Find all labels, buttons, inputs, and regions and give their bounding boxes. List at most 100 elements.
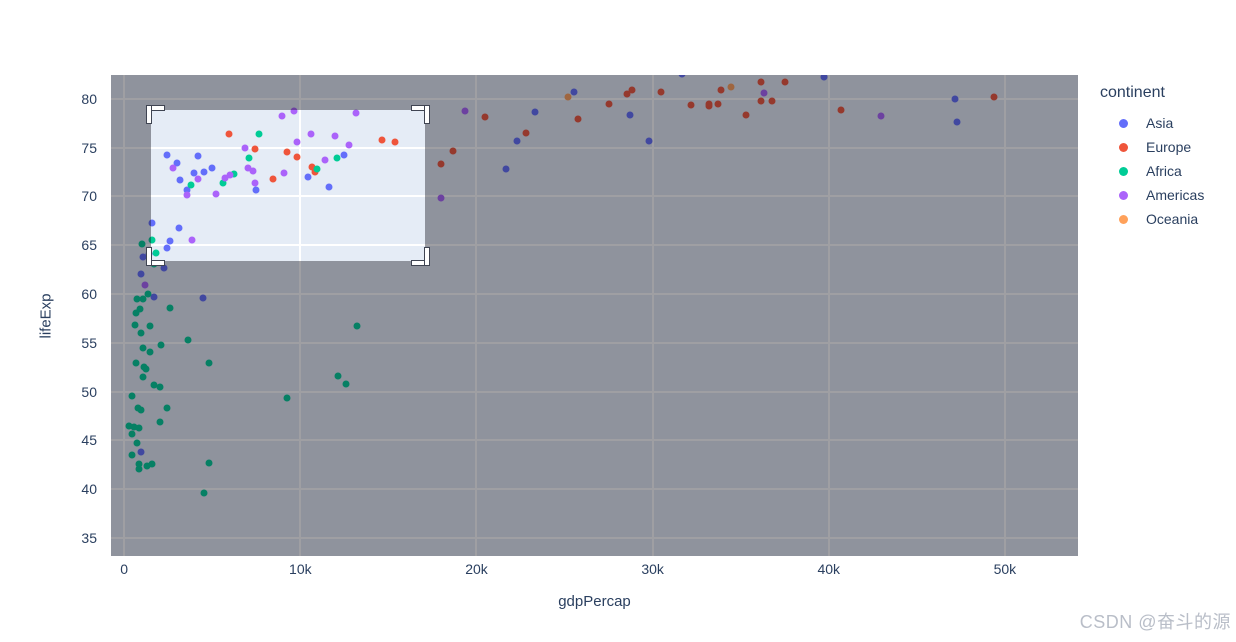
- data-point[interactable]: [139, 295, 147, 303]
- data-point[interactable]: [727, 83, 735, 91]
- data-point[interactable]: [352, 109, 360, 117]
- data-point[interactable]: [144, 290, 152, 298]
- data-point[interactable]: [221, 174, 229, 182]
- data-point[interactable]: [135, 465, 143, 473]
- data-point[interactable]: [768, 97, 776, 105]
- data-point[interactable]: [132, 359, 140, 367]
- data-point[interactable]: [283, 148, 291, 156]
- data-point[interactable]: [143, 462, 151, 470]
- data-point[interactable]: [137, 406, 145, 414]
- data-point[interactable]: [760, 89, 768, 97]
- data-point[interactable]: [140, 363, 148, 371]
- data-point[interactable]: [313, 165, 321, 173]
- data-point[interactable]: [311, 168, 319, 176]
- data-point[interactable]: [137, 448, 145, 456]
- data-point[interactable]: [645, 137, 653, 145]
- data-point[interactable]: [133, 439, 141, 447]
- data-point[interactable]: [481, 113, 489, 121]
- data-point[interactable]: [157, 341, 165, 349]
- data-point[interactable]: [308, 163, 316, 171]
- data-point[interactable]: [293, 153, 301, 161]
- data-point[interactable]: [513, 137, 521, 145]
- data-point[interactable]: [623, 90, 631, 98]
- data-point[interactable]: [249, 167, 257, 175]
- data-point[interactable]: [160, 264, 168, 272]
- data-point[interactable]: [125, 422, 133, 430]
- data-point[interactable]: [205, 359, 213, 367]
- data-point[interactable]: [132, 309, 139, 317]
- data-point[interactable]: [241, 144, 249, 152]
- data-point[interactable]: [138, 240, 146, 248]
- data-point[interactable]: [190, 169, 198, 177]
- data-point[interactable]: [184, 336, 192, 344]
- data-point[interactable]: [150, 260, 158, 268]
- plot-area[interactable]: [111, 75, 1078, 556]
- data-point[interactable]: [146, 322, 154, 330]
- data-point[interactable]: [194, 175, 202, 183]
- data-point[interactable]: [342, 380, 350, 388]
- data-point[interactable]: [687, 101, 695, 109]
- data-point[interactable]: [137, 329, 145, 337]
- data-point[interactable]: [334, 372, 342, 380]
- data-point[interactable]: [437, 194, 445, 202]
- data-point[interactable]: [714, 100, 722, 108]
- data-point[interactable]: [141, 281, 149, 289]
- data-point[interactable]: [353, 322, 361, 330]
- data-point[interactable]: [990, 93, 998, 101]
- data-point[interactable]: [269, 175, 277, 183]
- data-point[interactable]: [307, 130, 315, 138]
- data-point[interactable]: [333, 154, 341, 162]
- data-point[interactable]: [742, 111, 750, 119]
- data-point[interactable]: [278, 112, 286, 120]
- data-point[interactable]: [163, 151, 171, 159]
- data-point[interactable]: [820, 75, 828, 81]
- data-point[interactable]: [717, 86, 725, 94]
- data-point[interactable]: [225, 130, 233, 138]
- data-point[interactable]: [194, 152, 202, 160]
- data-point[interactable]: [150, 381, 158, 389]
- legend-item-americas[interactable]: Americas: [1100, 183, 1204, 207]
- data-point[interactable]: [340, 151, 348, 159]
- data-point[interactable]: [200, 489, 208, 497]
- data-point[interactable]: [199, 294, 207, 302]
- data-point[interactable]: [626, 111, 634, 118]
- data-point[interactable]: [283, 394, 291, 402]
- data-point[interactable]: [378, 136, 386, 144]
- data-point[interactable]: [183, 186, 191, 194]
- data-point[interactable]: [150, 293, 158, 301]
- data-point[interactable]: [293, 138, 301, 146]
- data-point[interactable]: [449, 147, 457, 155]
- data-point[interactable]: [128, 451, 136, 459]
- data-point[interactable]: [131, 321, 139, 329]
- data-point[interactable]: [148, 460, 156, 468]
- data-point[interactable]: [837, 106, 845, 114]
- data-point[interactable]: [133, 295, 141, 303]
- data-point[interactable]: [757, 97, 765, 105]
- selection-corner-handle-tl[interactable]: [147, 106, 165, 124]
- data-point[interactable]: [148, 236, 156, 244]
- data-point[interactable]: [183, 191, 191, 199]
- data-point[interactable]: [461, 107, 469, 115]
- data-point[interactable]: [657, 88, 665, 96]
- data-point[interactable]: [176, 176, 184, 184]
- data-point[interactable]: [148, 219, 156, 227]
- data-point[interactable]: [345, 141, 353, 149]
- data-point[interactable]: [156, 418, 164, 426]
- data-point[interactable]: [391, 138, 399, 146]
- data-point[interactable]: [304, 173, 312, 181]
- data-point[interactable]: [531, 108, 539, 116]
- data-point[interactable]: [169, 164, 177, 172]
- data-point[interactable]: [146, 348, 154, 355]
- data-point[interactable]: [678, 75, 686, 78]
- data-point[interactable]: [951, 95, 959, 103]
- data-point[interactable]: [139, 344, 147, 352]
- data-point[interactable]: [321, 156, 329, 164]
- data-point[interactable]: [139, 373, 147, 381]
- selection-corner-handle-tr[interactable]: [412, 106, 430, 124]
- data-point[interactable]: [437, 160, 445, 168]
- data-point[interactable]: [280, 169, 288, 177]
- data-point[interactable]: [953, 118, 961, 126]
- data-point[interactable]: [128, 430, 136, 438]
- data-point[interactable]: [877, 112, 885, 120]
- data-point[interactable]: [522, 129, 530, 137]
